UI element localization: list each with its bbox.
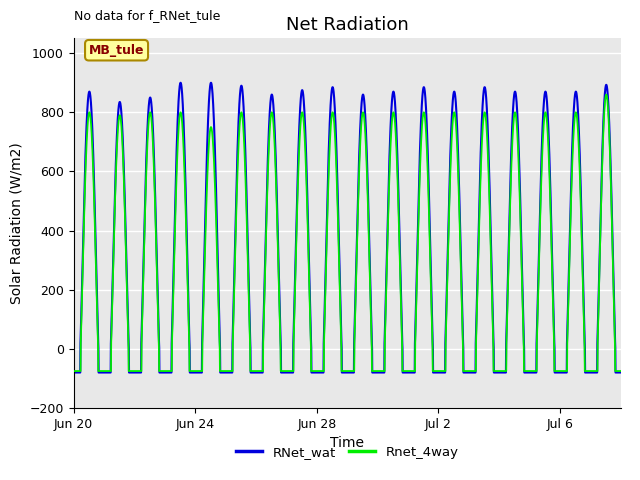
Text: No data for f_RNet_tule: No data for f_RNet_tule (74, 9, 220, 22)
Y-axis label: Solar Radiation (W/m2): Solar Radiation (W/m2) (10, 143, 24, 304)
Title: Net Radiation: Net Radiation (286, 16, 408, 34)
Text: MB_tule: MB_tule (89, 44, 144, 57)
X-axis label: Time: Time (330, 436, 364, 450)
Legend: RNet_wat, Rnet_4way: RNet_wat, Rnet_4way (230, 441, 464, 464)
